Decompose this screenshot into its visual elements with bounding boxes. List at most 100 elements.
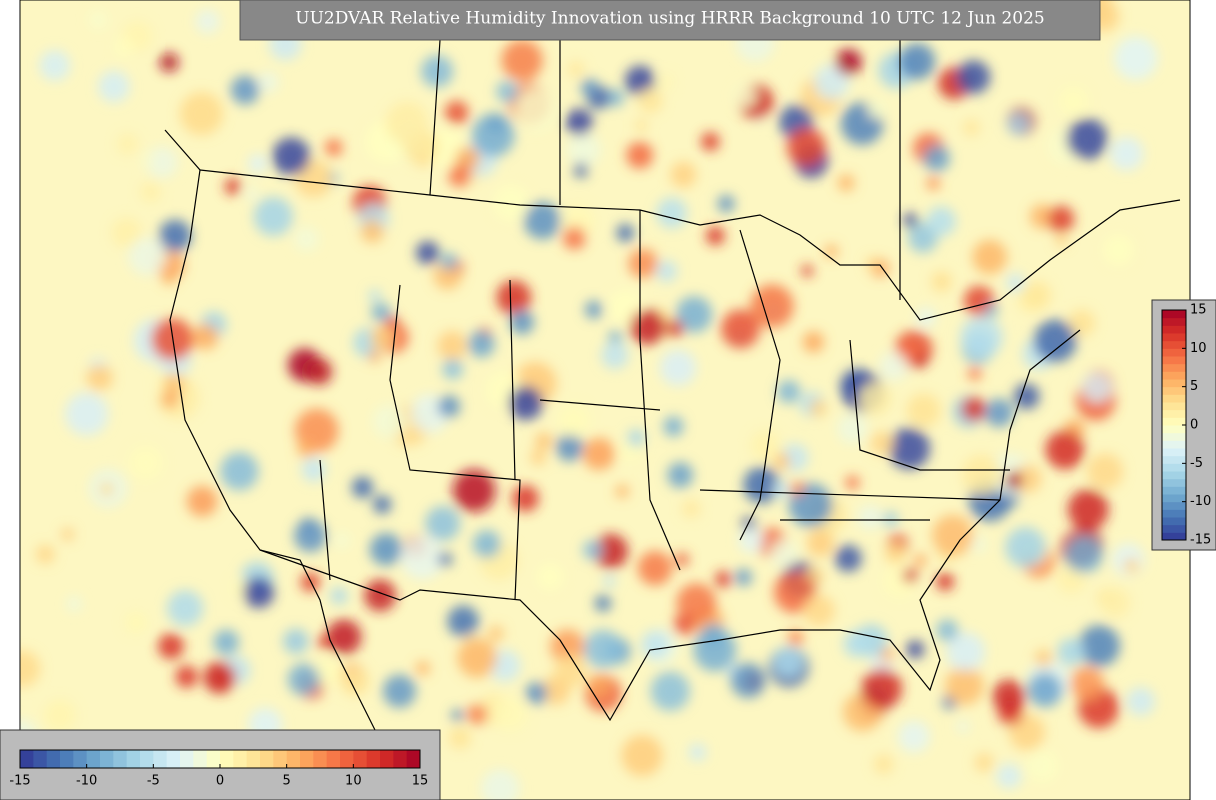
field-blob	[257, 71, 279, 93]
field-blob	[1082, 372, 1113, 403]
field-blob	[786, 127, 826, 167]
field-blob	[195, 9, 220, 34]
field-blob	[787, 629, 804, 646]
colorbar-bin	[393, 750, 408, 768]
field-blob	[351, 476, 374, 499]
field-blob	[243, 577, 275, 608]
field-blob	[945, 666, 984, 706]
field-blob	[673, 613, 695, 636]
field-blob	[550, 629, 585, 664]
field-blob	[440, 253, 458, 270]
field-blob	[1008, 714, 1046, 751]
field-blob	[146, 146, 178, 179]
field-blob	[738, 527, 765, 554]
field-blob	[721, 309, 760, 349]
field-blob	[501, 39, 543, 81]
field-blob	[715, 571, 732, 588]
map-title: UU2DVAR Relative Humidity Innovation usi…	[295, 9, 1045, 29]
field-blob	[582, 540, 603, 560]
field-blob	[666, 320, 684, 338]
field-blob	[809, 399, 827, 417]
field-blob	[676, 583, 717, 624]
colorbar-bin	[1162, 440, 1186, 449]
field-blob	[946, 632, 985, 671]
field-blob	[845, 475, 860, 490]
field-blob	[772, 481, 791, 499]
field-blob	[1067, 489, 1109, 530]
colorbar-bin	[1162, 517, 1186, 526]
field-blob	[898, 43, 936, 80]
field-blob	[523, 201, 561, 240]
field-blob	[568, 61, 584, 78]
colorbar-tick-label: -15	[9, 774, 30, 789]
colorbar-tick-label: 15	[1190, 303, 1207, 318]
field-blob	[903, 568, 918, 583]
field-blob	[789, 481, 805, 496]
field-blob	[1058, 86, 1089, 117]
field-blob	[663, 416, 684, 437]
colorbar-bin	[233, 750, 248, 768]
colorbar-bin	[1162, 394, 1186, 403]
field-blob	[61, 528, 74, 541]
colorbar-bin	[1162, 402, 1186, 411]
field-blob	[253, 196, 294, 237]
field-blob	[996, 763, 1022, 789]
field-blob	[88, 10, 108, 30]
field-blob	[371, 302, 391, 322]
field-blob	[1100, 587, 1131, 618]
field-blob	[903, 213, 918, 228]
colorbar-bin	[1162, 409, 1186, 418]
field-blob	[627, 429, 645, 447]
field-blob	[179, 91, 224, 136]
field-blob	[773, 452, 791, 471]
field-blob	[1013, 383, 1040, 410]
field-blob	[972, 239, 1007, 275]
colorbar-bin	[113, 750, 128, 768]
field-blob	[906, 393, 941, 428]
field-blob	[448, 726, 471, 749]
field-blob	[580, 78, 599, 97]
field-blob	[562, 226, 586, 250]
colorbar-bin	[193, 750, 208, 768]
field-blob	[926, 176, 940, 190]
colorbar-bin	[286, 750, 301, 768]
field-blob	[525, 682, 548, 705]
colorbar-bin	[1162, 471, 1186, 480]
field-blob	[656, 197, 688, 229]
field-blob	[35, 544, 55, 564]
field-blob	[837, 413, 868, 444]
field-blob	[312, 657, 343, 687]
field-blob	[448, 163, 472, 188]
field-blob	[186, 485, 218, 517]
field-blob	[655, 260, 678, 282]
colorbar-bin	[260, 750, 274, 768]
field-blob	[733, 84, 757, 108]
field-blob	[956, 60, 991, 94]
colorbar-bin	[326, 750, 341, 768]
field-blob	[554, 654, 587, 688]
field-blob	[433, 261, 462, 290]
field-blob	[629, 308, 666, 345]
field-blob	[814, 64, 850, 100]
field-blob	[287, 663, 321, 696]
field-blob	[906, 640, 925, 659]
field-blob	[960, 316, 1003, 359]
field-blob	[873, 754, 894, 774]
colorbar-tick-label: -5	[147, 774, 160, 789]
colorbar-bin	[340, 750, 354, 768]
field-blob	[858, 382, 892, 416]
field-blob	[956, 720, 970, 733]
field-blob	[565, 108, 593, 136]
field-blob	[224, 178, 242, 195]
field-blob	[974, 752, 994, 772]
field-blob	[802, 331, 825, 353]
field-blob	[1070, 666, 1105, 701]
field-blob	[530, 449, 547, 466]
field-blob	[283, 628, 309, 655]
colorbar-bin	[1162, 417, 1186, 426]
field-blob	[220, 452, 259, 491]
field-blob	[861, 668, 903, 709]
field-blob	[608, 330, 623, 345]
field-blob	[969, 535, 987, 553]
field-blob	[638, 88, 663, 114]
